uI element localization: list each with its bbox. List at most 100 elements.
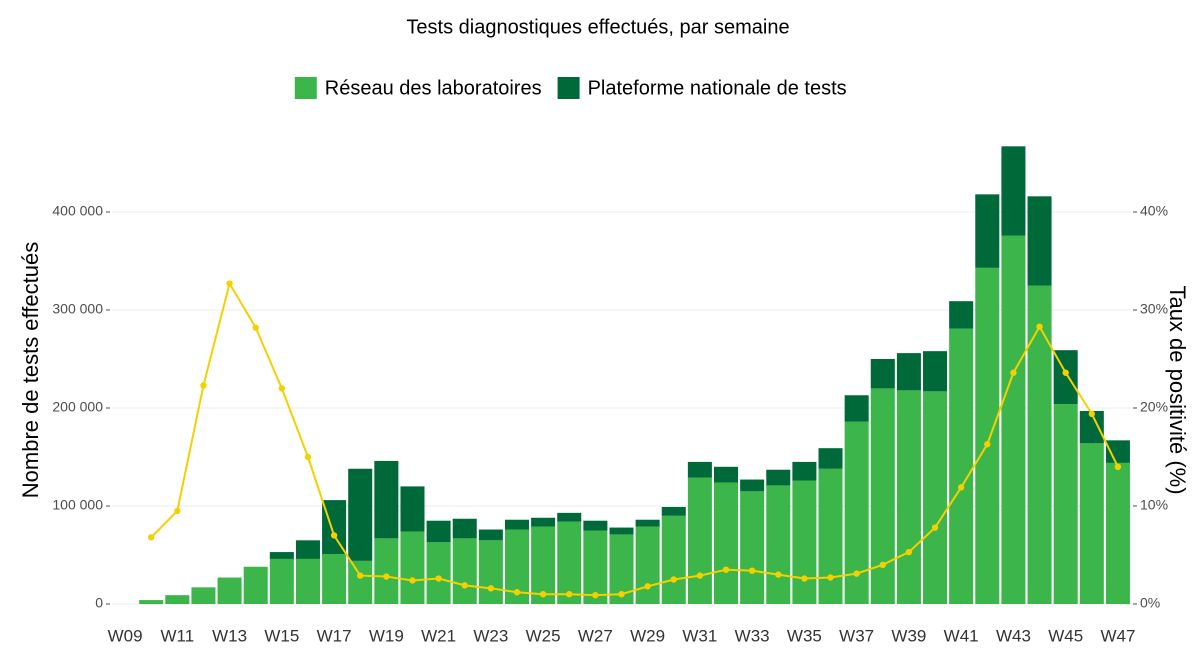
line-point — [357, 572, 364, 579]
x-tick-label: W29 — [630, 626, 665, 645]
bar — [818, 468, 843, 604]
y2-tick-label: 0% — [1140, 595, 1160, 611]
bar — [923, 391, 948, 604]
bar — [269, 558, 294, 604]
y2-tick-label: 40% — [1140, 203, 1168, 219]
line-point — [1010, 369, 1017, 376]
line-point — [801, 575, 808, 582]
bar — [426, 542, 451, 604]
bar — [1027, 285, 1052, 604]
x-tick-label: W13 — [212, 626, 247, 645]
bar — [661, 515, 686, 604]
bar — [452, 538, 477, 604]
bar — [400, 531, 425, 604]
line-point — [539, 591, 547, 598]
bar — [792, 461, 817, 481]
bar — [295, 558, 320, 604]
bar — [139, 600, 164, 604]
bar — [740, 479, 765, 492]
bar — [269, 552, 294, 559]
bar — [687, 461, 712, 478]
line-point — [409, 577, 416, 584]
line-point — [461, 582, 468, 589]
bar — [661, 506, 686, 516]
bar — [949, 301, 974, 329]
line-point — [1088, 410, 1096, 418]
line-point — [618, 591, 625, 598]
bar — [740, 491, 765, 604]
line-point — [957, 484, 965, 491]
x-tick-label: W21 — [421, 626, 456, 645]
x-tick-label: W19 — [369, 626, 404, 645]
bar — [243, 566, 268, 604]
line-point — [670, 576, 677, 583]
line-point — [905, 548, 913, 556]
y2-tick-label: 30% — [1140, 301, 1168, 317]
bar — [165, 595, 190, 604]
bar — [452, 518, 477, 539]
bar — [1079, 443, 1104, 604]
bar — [896, 390, 921, 604]
bar — [870, 388, 895, 604]
bar — [217, 577, 242, 604]
x-tick-label: W09 — [108, 626, 143, 645]
bar — [923, 351, 948, 392]
y2-tick-label: 10% — [1140, 497, 1168, 513]
bar — [583, 530, 608, 604]
bar — [975, 267, 1000, 604]
line-point — [226, 280, 233, 287]
x-tick-label: W33 — [735, 626, 770, 645]
x-tick-label: W45 — [1048, 626, 1083, 645]
bar — [896, 353, 921, 391]
line-point — [174, 507, 181, 515]
y-axis-label: Nombre de tests effectués — [18, 242, 43, 498]
legend-label: Plateforme nationale de tests — [588, 77, 847, 99]
bar — [949, 328, 974, 604]
x-tick-label: W23 — [473, 626, 508, 645]
y-tick-label: 300 000 — [52, 301, 103, 317]
line-point — [853, 570, 860, 577]
bar — [766, 485, 791, 604]
bar — [322, 554, 347, 604]
bar — [766, 469, 791, 486]
bar — [1027, 196, 1052, 286]
y2-tick-label: 20% — [1140, 399, 1168, 415]
chart-title: Tests diagnostiques effectués, par semai… — [406, 16, 789, 38]
y-tick-label: 100 000 — [52, 497, 103, 513]
y-tick-label: 400 000 — [52, 203, 103, 219]
bar — [400, 486, 425, 532]
line-point — [200, 382, 207, 389]
bar — [687, 477, 712, 604]
line-point — [147, 534, 155, 541]
bar — [635, 519, 660, 527]
bar — [635, 526, 660, 604]
line-point — [566, 591, 573, 598]
x-tick-label: W27 — [578, 626, 613, 645]
bar — [583, 520, 608, 531]
line-point — [827, 574, 834, 581]
line-point — [722, 566, 730, 573]
legend-swatch — [294, 77, 317, 99]
line-point — [775, 571, 782, 578]
bar — [713, 482, 739, 604]
y-tick-label: 0 — [95, 595, 103, 611]
line-point — [278, 385, 286, 392]
bar — [844, 395, 869, 422]
x-tick-label: W17 — [317, 626, 352, 645]
x-tick-label: W31 — [682, 626, 717, 645]
line-point — [1062, 369, 1069, 376]
bar — [1001, 235, 1026, 604]
y-tick-label: 200 000 — [52, 399, 103, 415]
x-tick-label: W41 — [944, 626, 979, 645]
bar — [1105, 462, 1130, 604]
line — [150, 280, 1119, 597]
bar — [1053, 404, 1078, 604]
line-point — [252, 324, 259, 331]
bar — [426, 520, 451, 543]
bar — [975, 194, 1000, 268]
bar — [557, 521, 582, 604]
line-point — [931, 524, 939, 531]
line-point — [330, 532, 338, 539]
line-point — [879, 561, 886, 568]
